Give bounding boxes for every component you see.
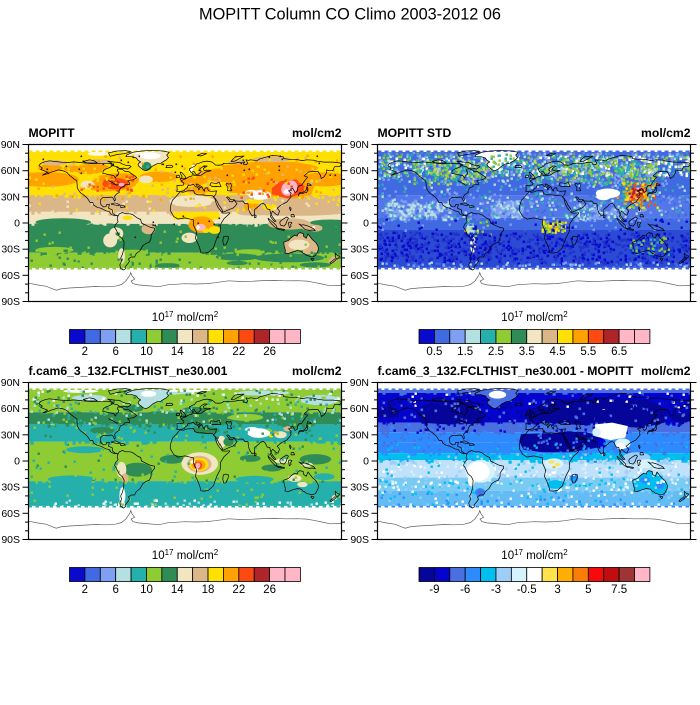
svg-text:mol/cm2: mol/cm2	[641, 126, 691, 140]
svg-text:10: 10	[140, 584, 153, 596]
svg-text:0: 0	[14, 456, 20, 468]
svg-text:f.cam6_3_132.FCLTHIST_ne30.001: f.cam6_3_132.FCLTHIST_ne30.001	[29, 364, 228, 378]
svg-text:60N: 60N	[350, 165, 369, 177]
svg-text:90S: 90S	[350, 534, 369, 546]
svg-text:f.cam6_3_132.FCLTHIST_ne30.001: f.cam6_3_132.FCLTHIST_ne30.001 - MOPITT	[378, 364, 634, 378]
svg-text:4.5: 4.5	[550, 346, 566, 358]
svg-text:14: 14	[171, 584, 184, 596]
svg-text:60N: 60N	[1, 403, 20, 415]
svg-text:1.5: 1.5	[457, 346, 473, 358]
svg-text:5.5: 5.5	[580, 346, 596, 358]
svg-text:7.5: 7.5	[611, 584, 627, 596]
svg-text:MOPITT Column CO Climo 2003-20: MOPITT Column CO Climo 2003-2012 06	[199, 6, 501, 24]
svg-text:10: 10	[140, 346, 153, 358]
svg-text:14: 14	[171, 346, 184, 358]
svg-text:60N: 60N	[1, 165, 20, 177]
svg-text:-6: -6	[460, 584, 470, 596]
svg-text:1017 mol/cm2: 1017 mol/cm2	[501, 310, 568, 324]
svg-text:90S: 90S	[350, 296, 369, 308]
svg-text:22: 22	[232, 584, 245, 596]
svg-text:6: 6	[112, 346, 118, 358]
svg-text:30N: 30N	[1, 429, 20, 441]
svg-text:90S: 90S	[1, 296, 20, 308]
svg-text:mol/cm2: mol/cm2	[292, 126, 342, 140]
svg-text:mol/cm2: mol/cm2	[641, 364, 691, 378]
svg-text:1017 mol/cm2: 1017 mol/cm2	[152, 310, 219, 324]
svg-text:0.5: 0.5	[426, 346, 442, 358]
svg-text:30S: 30S	[350, 482, 369, 494]
svg-text:30N: 30N	[350, 191, 369, 203]
svg-text:60S: 60S	[350, 270, 369, 282]
svg-text:26: 26	[263, 584, 276, 596]
svg-text:6: 6	[112, 584, 118, 596]
svg-text:30S: 30S	[1, 482, 20, 494]
svg-text:1017 mol/cm2: 1017 mol/cm2	[152, 548, 219, 562]
svg-text:60S: 60S	[1, 508, 20, 520]
svg-text:90N: 90N	[350, 139, 369, 151]
svg-text:2: 2	[82, 346, 88, 358]
svg-text:1017 mol/cm2: 1017 mol/cm2	[501, 548, 568, 562]
svg-text:0: 0	[363, 218, 369, 230]
svg-text:mol/cm2: mol/cm2	[292, 364, 342, 378]
svg-text:-3: -3	[491, 584, 501, 596]
svg-text:30N: 30N	[1, 191, 20, 203]
svg-text:60S: 60S	[1, 270, 20, 282]
svg-text:60N: 60N	[350, 403, 369, 415]
svg-text:22: 22	[232, 346, 245, 358]
svg-text:30S: 30S	[350, 244, 369, 256]
svg-text:MOPITT STD: MOPITT STD	[378, 126, 452, 140]
svg-text:MOPITT: MOPITT	[29, 126, 76, 140]
svg-text:3: 3	[554, 584, 560, 596]
svg-text:0: 0	[14, 218, 20, 230]
svg-text:18: 18	[202, 584, 215, 596]
svg-text:30S: 30S	[1, 244, 20, 256]
svg-text:60S: 60S	[350, 508, 369, 520]
svg-text:90N: 90N	[1, 139, 20, 151]
svg-text:90S: 90S	[1, 534, 20, 546]
svg-text:3.5: 3.5	[519, 346, 535, 358]
svg-text:0: 0	[363, 456, 369, 468]
svg-text:30N: 30N	[350, 429, 369, 441]
svg-text:2: 2	[82, 584, 88, 596]
svg-text:2.5: 2.5	[488, 346, 504, 358]
svg-text:-0.5: -0.5	[517, 584, 537, 596]
svg-text:18: 18	[202, 346, 215, 358]
svg-text:5: 5	[585, 584, 591, 596]
svg-text:6.5: 6.5	[611, 346, 627, 358]
svg-text:90N: 90N	[1, 377, 20, 389]
svg-text:90N: 90N	[350, 377, 369, 389]
svg-text:-9: -9	[429, 584, 439, 596]
svg-text:26: 26	[263, 346, 276, 358]
